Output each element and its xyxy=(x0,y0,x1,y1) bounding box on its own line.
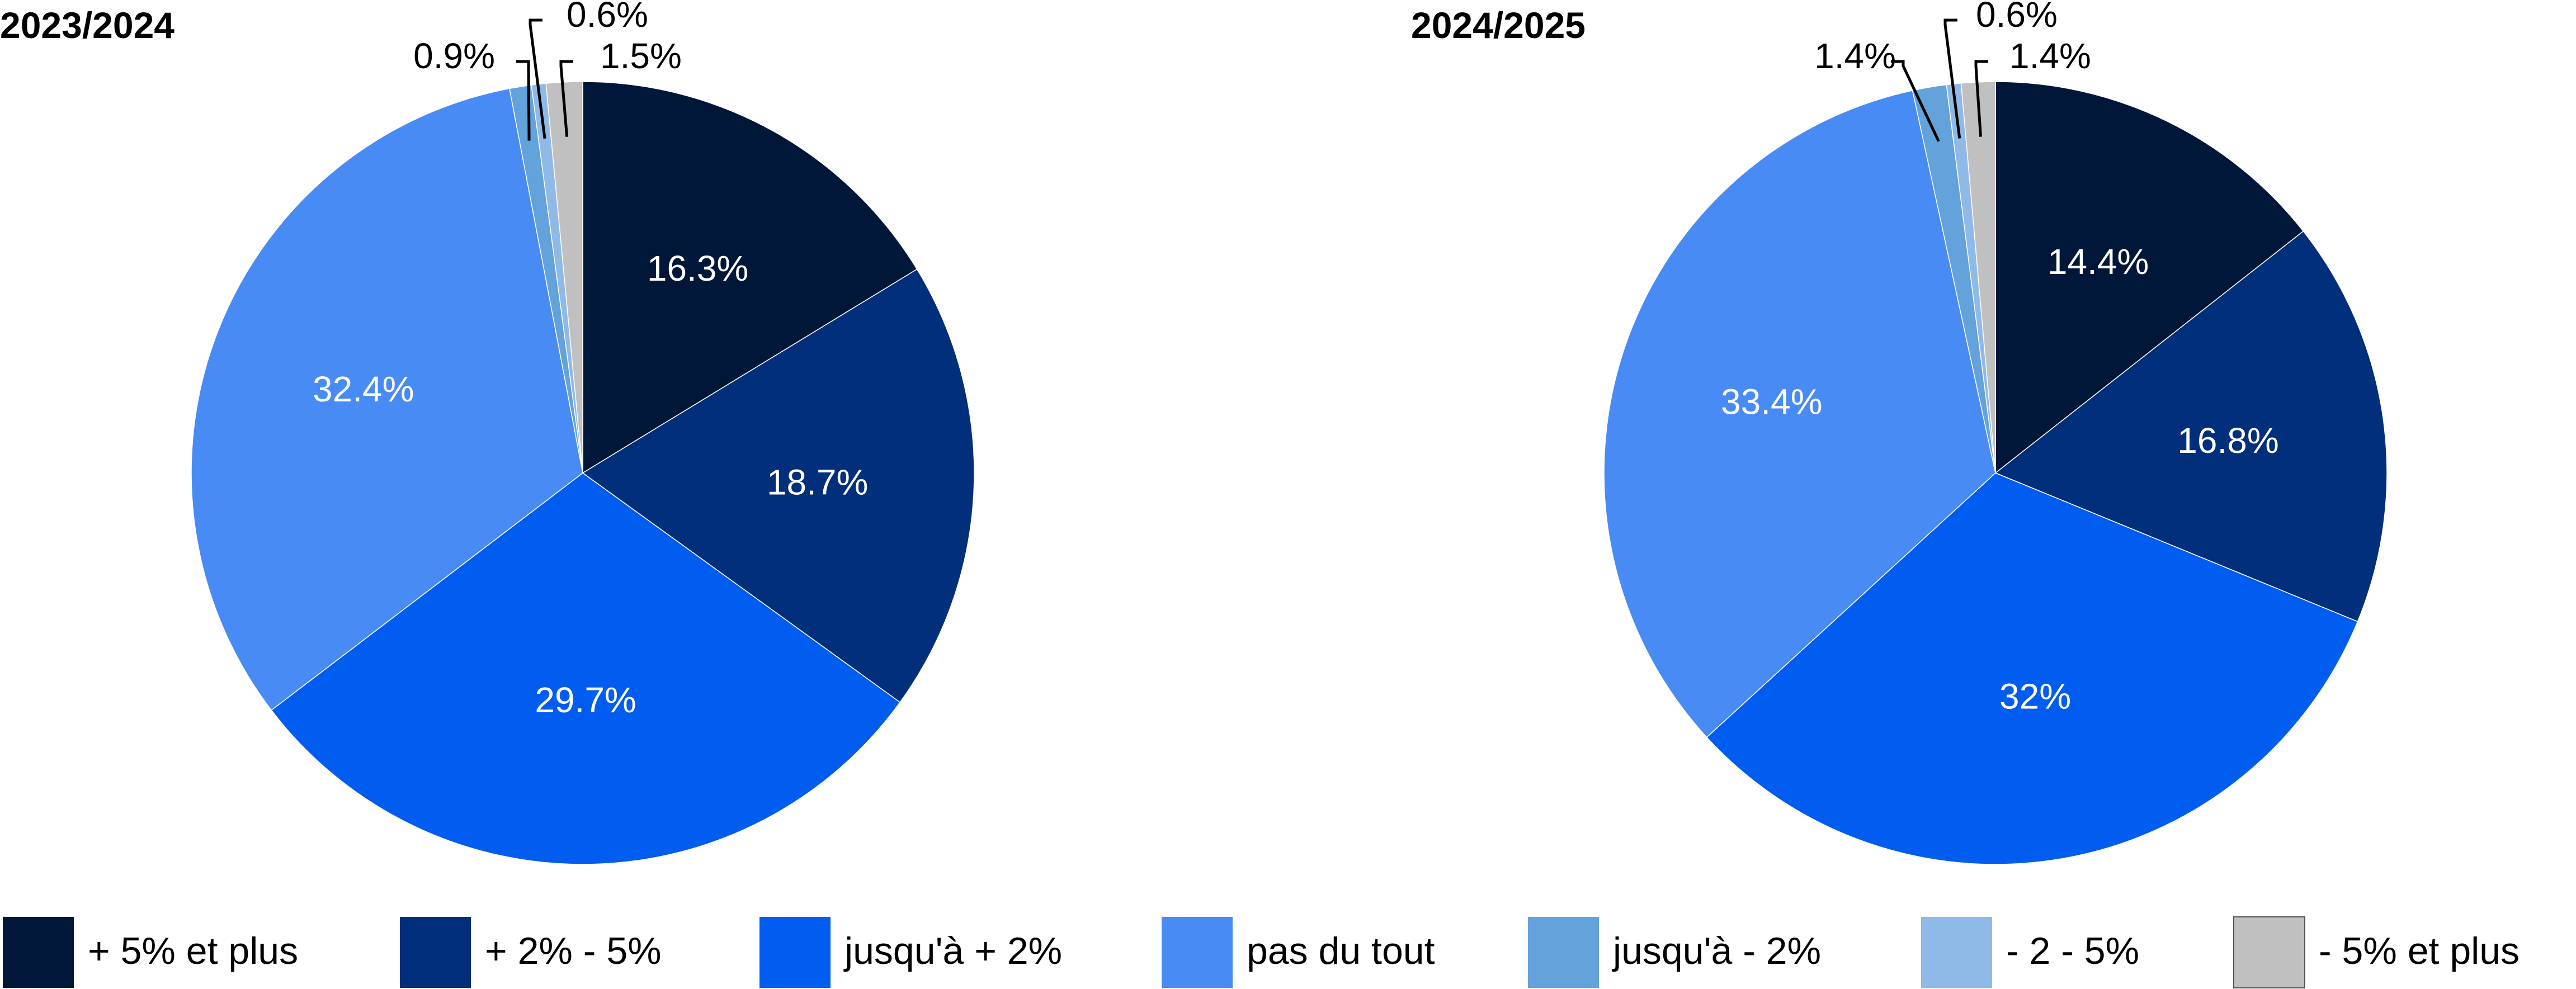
callout-line xyxy=(1891,60,1940,142)
callout-line xyxy=(516,60,531,141)
slice-data-label: 33.4% xyxy=(1721,382,1822,422)
pie-slice xyxy=(545,81,583,474)
legend-swatch xyxy=(3,917,74,988)
pie-slice xyxy=(1706,472,2358,865)
legend: + 5% et plus + 2% - 5% jusqu'à + 2% pas du … xyxy=(3,916,2520,988)
legend-label: jusqu'à + 2% xyxy=(843,930,1062,972)
legend-swatch xyxy=(400,917,471,988)
legend-label: pas du tout xyxy=(1247,930,1435,972)
pie-slice xyxy=(1994,230,2388,622)
slice-data-label: 14.4% xyxy=(2047,242,2149,282)
slice-data-label: 16.8% xyxy=(2177,420,2278,461)
slice-data-label: 1.5% xyxy=(600,36,682,76)
pie-slice xyxy=(1995,81,2304,474)
slice-data-label: 32.4% xyxy=(313,369,414,409)
legend-swatch xyxy=(1162,917,1233,988)
legend-label: jusqu'à - 2% xyxy=(1612,930,1821,972)
legend-label: + 2% - 5% xyxy=(485,930,662,972)
pie-slice xyxy=(271,472,901,865)
pie-slice xyxy=(1603,90,1996,738)
slice-data-label: 0.6% xyxy=(567,0,648,35)
legend-label: - 2 - 5% xyxy=(2006,930,2139,972)
pie-chart-title: 2023/2024 xyxy=(0,4,174,46)
slice-data-label: 18.7% xyxy=(767,462,868,502)
slice-data-label: 16.3% xyxy=(647,248,748,288)
slice-data-label: 29.7% xyxy=(535,680,636,720)
legend-swatch xyxy=(759,917,831,988)
legend-swatch xyxy=(1921,917,1992,988)
pie-slice xyxy=(582,268,975,703)
legend-label: + 5% et plus xyxy=(88,930,298,972)
pie-chart-title: 2024/2025 xyxy=(1411,4,1586,46)
slice-data-label: 1.4% xyxy=(1814,36,1896,76)
callout-line xyxy=(1974,60,1988,137)
pie-slice xyxy=(582,81,918,474)
callout-line xyxy=(1943,18,1961,139)
legend-label: - 5% et plus xyxy=(2319,930,2520,972)
slice-data-label: 0.6% xyxy=(1976,0,2058,35)
slice-data-label: 32% xyxy=(1999,676,2071,717)
pie-chart-1: 2023/2024 16.3% 18.7% 29.7% 32.4% 0.9% 0.6%1.5… xyxy=(0,0,975,865)
slice-data-label: 1.4% xyxy=(2009,36,2091,76)
slice-data-label: 0.9% xyxy=(413,36,495,76)
pie-charts: 2023/202416.3%18.7%29.7%32.4%0.9%0.6%1.5… xyxy=(0,0,2388,865)
callout-line xyxy=(529,18,546,139)
legend-swatch xyxy=(2233,916,2305,988)
callout-line xyxy=(559,60,573,137)
pie-slice xyxy=(191,88,583,711)
legend-swatch xyxy=(1528,917,1599,988)
